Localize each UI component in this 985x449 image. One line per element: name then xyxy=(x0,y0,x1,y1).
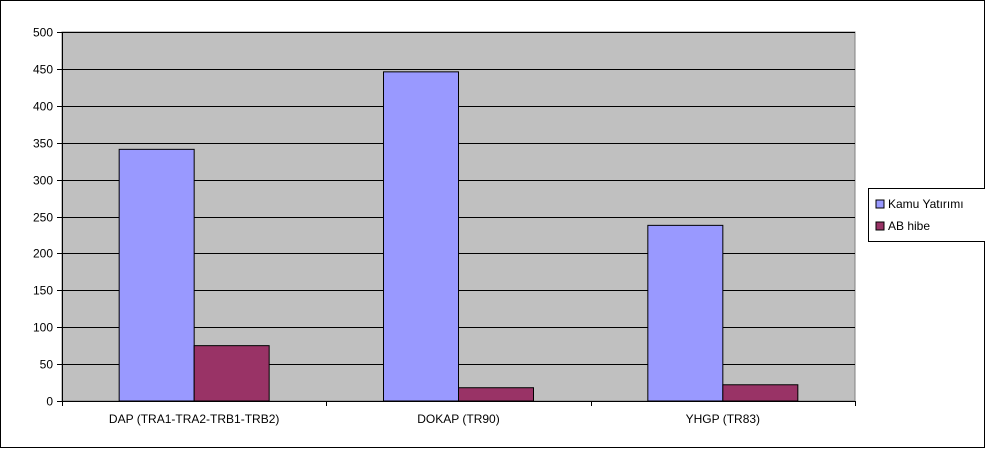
y-tick-label: 0 xyxy=(46,395,53,409)
legend-swatch xyxy=(876,200,884,208)
y-tick-label: 450 xyxy=(33,63,53,77)
bar-kamu-yatirimi xyxy=(119,149,194,401)
legend-swatch xyxy=(876,222,884,230)
y-tick-label: 150 xyxy=(33,284,53,298)
bar-kamu-yatirimi xyxy=(648,225,723,401)
legend: Kamu Yatırımı AB hibe xyxy=(869,189,985,242)
x-tick-label: DOKAP (TR90) xyxy=(417,412,499,426)
bar-kamu-yatirimi xyxy=(384,72,459,401)
y-tick-label: 50 xyxy=(40,358,54,372)
bar-ab-hibe xyxy=(194,346,269,401)
x-tick-label: YHGP (TR83) xyxy=(686,412,760,426)
y-tick-label: 400 xyxy=(33,100,53,114)
y-tick-label: 350 xyxy=(33,137,53,151)
legend-label: Kamu Yatırımı xyxy=(888,197,964,211)
y-tick-label: 200 xyxy=(33,247,53,261)
bar-ab-hibe xyxy=(723,385,798,401)
y-tick-label: 300 xyxy=(33,174,53,188)
y-tick-label: 250 xyxy=(33,211,53,225)
x-tick-label: DAP (TRA1-TRA2-TRB1-TRB2) xyxy=(109,412,279,426)
bar-ab-hibe xyxy=(459,388,534,401)
y-tick-label: 500 xyxy=(33,26,53,40)
y-tick-label: 100 xyxy=(33,321,53,335)
legend-label: AB hibe xyxy=(888,219,930,233)
x-tick-labels: DAP (TRA1-TRA2-TRB1-TRB2) DOKAP (TR90) YHG… xyxy=(109,412,760,426)
y-tick-labels: 0 50 100 150 200 250 300 350 400 450 500 xyxy=(33,26,53,409)
